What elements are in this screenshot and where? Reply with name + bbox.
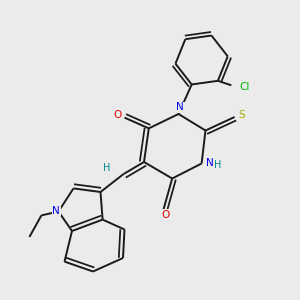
Text: H: H: [103, 163, 110, 173]
Text: N: N: [52, 206, 60, 216]
Text: S: S: [238, 110, 244, 120]
Text: N: N: [206, 158, 214, 168]
Text: H: H: [214, 160, 221, 170]
Text: Cl: Cl: [239, 82, 249, 92]
Text: O: O: [114, 110, 122, 120]
Text: O: O: [161, 210, 169, 220]
Text: N: N: [176, 102, 184, 112]
